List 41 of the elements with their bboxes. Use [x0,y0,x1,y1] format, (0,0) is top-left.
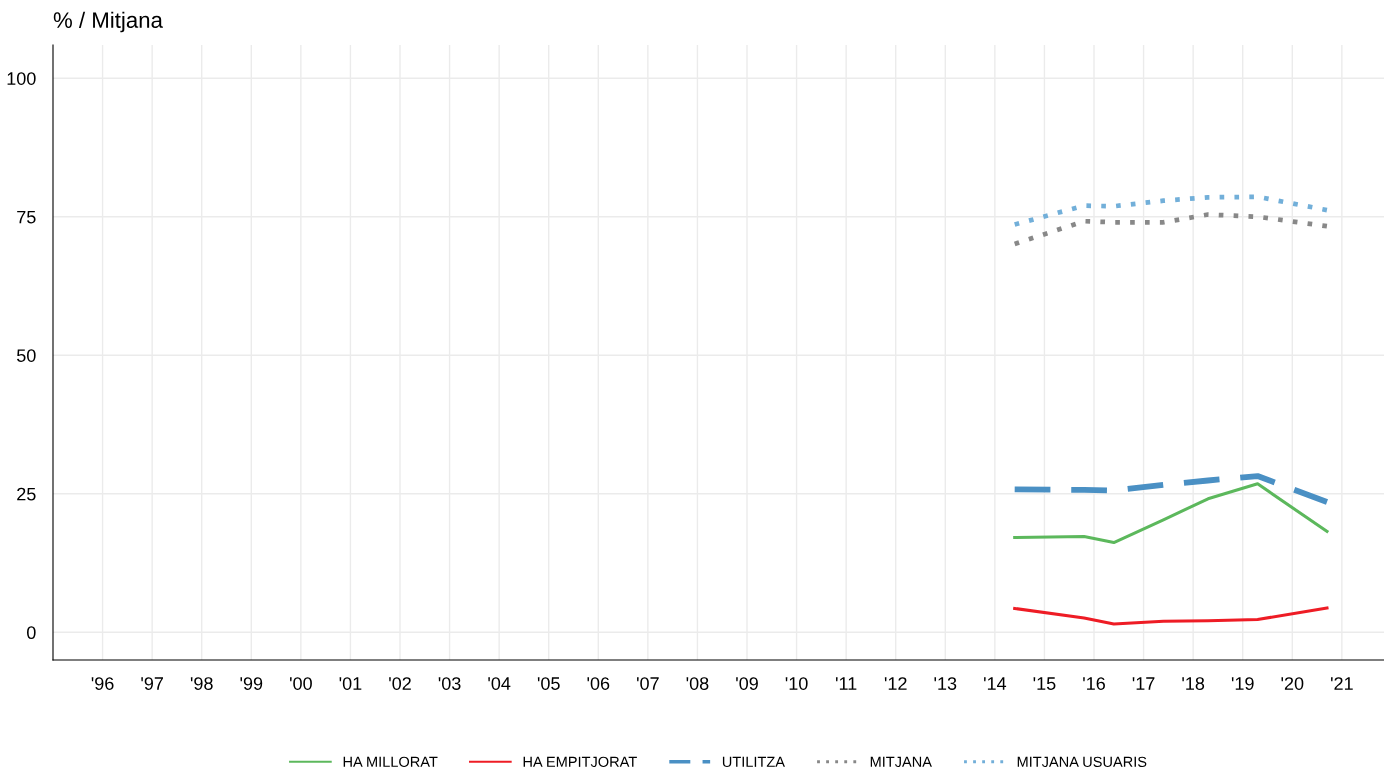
x-tick-label: '11 [835,677,857,690]
line-series [1013,606,1329,626]
legend-label: MITJANA [870,756,932,767]
x-tick-label: '01 [339,677,362,690]
line-series [1013,482,1329,545]
x-tick-label: '00 [290,677,312,690]
x-tick-label: '99 [240,677,263,690]
x-tick-label: '17 [1132,677,1155,690]
legend-label: HA MILLORAT [343,756,438,767]
y-tick-label: 100 [7,72,36,85]
legend-label: MITJANA USUARIS [1017,756,1147,767]
line-series [1012,194,1330,227]
y-tick-label: 75 [17,210,36,224]
line-series [1012,212,1330,247]
y-tick-label: 25 [17,487,36,501]
x-tick-label: '09 [736,677,758,690]
x-tick-label: '13 [934,677,957,690]
x-tick-label: '97 [141,677,163,690]
x-tick-label: '18 [1182,677,1205,690]
x-tick-label: '02 [389,677,411,690]
x-tick-label: '05 [537,677,560,690]
x-tick-label: '10 [785,677,808,690]
x-tick-label: '19 [1231,677,1254,690]
legend-label: UTILITZA [722,756,785,767]
x-tick-label: '96 [91,677,114,690]
x-tick-label: '15 [1033,677,1056,690]
x-tick-label: '03 [438,677,461,690]
y-tick-label: 50 [16,349,36,362]
chart-title: % / Mitjana [53,11,163,33]
x-tick-label: '07 [637,677,659,690]
x-tick-label: '12 [884,677,907,690]
legend-label: HA EMPITJORAT [523,756,637,767]
x-tick-label: '21 [1331,677,1353,690]
x-tick-label: '04 [488,677,511,690]
x-tick-label: '98 [190,677,213,690]
x-tick-label: '16 [1083,677,1105,690]
y-tick-label: 0 [27,626,36,640]
x-tick-label: '06 [587,677,610,690]
x-tick-label: '14 [984,677,1007,690]
x-tick-label: '08 [686,677,709,690]
x-tick-label: '20 [1281,677,1304,690]
